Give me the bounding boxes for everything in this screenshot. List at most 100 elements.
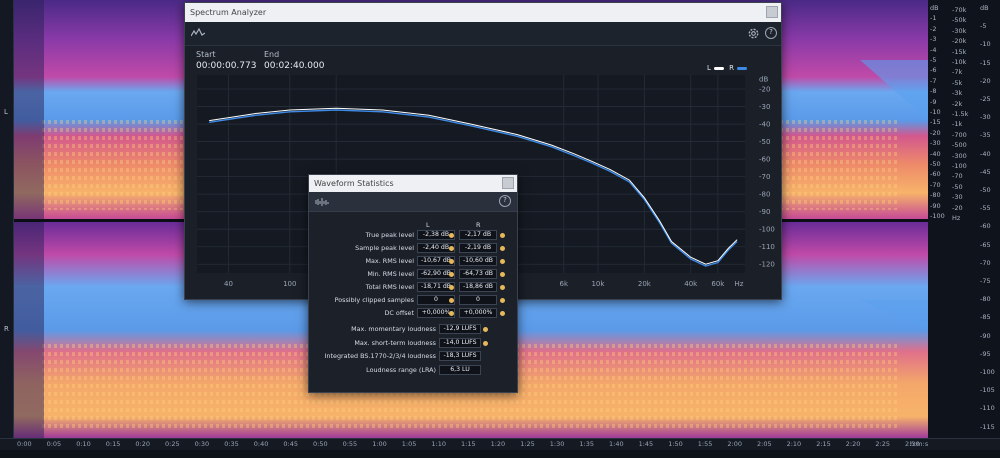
info-dot-icon[interactable]: [500, 298, 505, 303]
scale-label: -45: [980, 167, 991, 176]
scale-label: -8: [930, 87, 937, 96]
info-dot-icon[interactable]: [483, 340, 488, 346]
info-dot-icon[interactable]: [449, 233, 454, 238]
waveform-statistics-titlebar[interactable]: Waveform Statistics: [309, 175, 517, 192]
info-dot-icon[interactable]: [500, 285, 505, 290]
y-tick-label: -80: [759, 191, 770, 199]
timeline-tick-label: 0:20: [135, 440, 150, 448]
gear-icon[interactable]: [747, 27, 760, 40]
y-tick-label: -120: [759, 261, 775, 269]
scale-label: -10k: [952, 58, 967, 66]
scale-label: -60: [930, 170, 941, 179]
timeline-tick-label: 1:50: [668, 440, 683, 448]
scale-label: -4: [930, 45, 937, 54]
scale-label: -70k: [952, 6, 967, 14]
scale-label: -500: [952, 141, 967, 150]
scale-label: -80: [980, 295, 991, 304]
timeline-tick-label: 2:30: [905, 440, 920, 448]
info-dot-icon[interactable]: [449, 272, 454, 277]
close-button[interactable]: [766, 6, 778, 18]
x-tick-label: 60k: [711, 280, 725, 288]
timeline-tick-label: 0:25: [165, 440, 180, 448]
scale-label: -15: [930, 118, 941, 127]
timeline-tick-label: 1:35: [579, 440, 594, 448]
legend-r-label: R: [729, 64, 735, 72]
info-dot-icon[interactable]: [449, 259, 454, 264]
scale-label: -15: [980, 58, 991, 67]
scale-label: -95: [980, 349, 991, 358]
info-dot-icon[interactable]: [449, 311, 454, 316]
timeline-tick-label: 2:05: [757, 440, 772, 448]
x-tick-label: 100: [283, 280, 296, 288]
scale-label: Hz: [952, 214, 961, 222]
frequency-scale: -70k -50k -30k -20k -15k -10k -7k -5k -3k -2k -1.5…: [952, 0, 978, 440]
x-tick-label: Hz: [735, 280, 744, 288]
close-button[interactable]: [502, 177, 514, 189]
statistic-label: Sample peak level: [355, 244, 414, 252]
scale-label: -70: [930, 180, 941, 189]
loudness-row: Max. momentary loudness -12,9 LUFS: [309, 324, 517, 335]
spectrum-analyzer-title: Spectrum Analyzer: [190, 8, 267, 17]
channel-gutter: L R: [0, 0, 14, 440]
info-dot-icon[interactable]: [449, 298, 454, 303]
statistic-value-r: -18,86 dB: [459, 282, 497, 292]
timeline-tick-label: 2:25: [875, 440, 890, 448]
timeline-tick-label: 1:15: [461, 440, 476, 448]
statistic-value-l: +0,000%: [417, 308, 455, 318]
loudness-value: -14,0 LUFS: [439, 337, 481, 348]
legend: L R: [707, 64, 750, 72]
scale-label: -20: [952, 203, 963, 212]
info-dot-icon[interactable]: [500, 233, 505, 238]
loudness-label: Loudness range (LRA): [366, 365, 436, 374]
info-dot-icon[interactable]: [500, 259, 505, 264]
x-tick-label: 40: [224, 280, 233, 288]
series-line-l: [209, 107, 738, 265]
help-icon[interactable]: ?: [499, 195, 511, 207]
timeline-tick-label: 0:50: [313, 440, 328, 448]
timeline-tick-label: 0:45: [283, 440, 298, 448]
statistic-row: Max. RMS level -10,67 dB -10,60 dB: [309, 256, 517, 267]
scale-label: -30k: [952, 26, 967, 35]
statistic-label: DC offset: [384, 309, 415, 317]
statistic-value-r: -2,17 dB: [459, 230, 497, 240]
timeline-tick-label: 0:40: [253, 440, 269, 448]
legend-l-label: L: [707, 64, 711, 72]
scale-label: -75: [980, 277, 991, 285]
info-dot-icon[interactable]: [500, 246, 505, 251]
scale-label: -100: [952, 162, 967, 170]
info-dot-icon[interactable]: [500, 272, 505, 277]
scale-label: -65: [980, 240, 991, 249]
help-icon[interactable]: ?: [765, 27, 777, 39]
scale-label: -50: [980, 186, 991, 194]
timeline-tick-label: 1:45: [638, 440, 654, 448]
waveform-icon[interactable]: [315, 196, 329, 208]
scale-label: -100: [930, 212, 945, 220]
loudness-value: -12,9 LUFS: [439, 324, 481, 334]
info-dot-icon[interactable]: [500, 311, 505, 316]
info-dot-icon[interactable]: [449, 285, 454, 290]
end-time: 00:02:40.000: [264, 61, 325, 71]
statistic-value-r: -64,73 dB: [459, 269, 497, 279]
info-dot-icon[interactable]: [483, 327, 488, 332]
column-header-r: R: [476, 221, 481, 229]
statistic-row: Min. RMS level -62,90 dB -64,73 dB: [309, 269, 517, 280]
scale-label: -10: [930, 108, 941, 116]
info-dot-icon[interactable]: [449, 246, 454, 251]
scale-label: -80: [930, 191, 941, 200]
channel-label-left: L: [4, 108, 8, 116]
loudness-value: -18,3 LUFS: [439, 351, 481, 361]
timeline-tick-label: 0:05: [46, 440, 62, 448]
y-tick-label: -110: [759, 243, 775, 251]
spectrum-icon[interactable]: [191, 28, 205, 38]
statistic-row: Total RMS level -18,71 dB -18,86 dB: [309, 282, 517, 293]
statistic-label: Possibly clipped samples: [334, 296, 414, 304]
spectrum-analyzer-titlebar[interactable]: Spectrum Analyzer: [185, 3, 781, 22]
timeline-ruler[interactable]: 0:00 0:05 0:10 0:15 0:20 0:25 0:30 0:35 0:40 0:45…: [0, 438, 1000, 450]
start-label: Start: [196, 50, 216, 59]
y-tick-label: -20: [759, 86, 770, 94]
scale-label: -7: [930, 76, 937, 85]
y-tick-label: -60: [759, 156, 770, 164]
end-label: End: [264, 50, 280, 59]
scale-label: -90: [980, 331, 991, 340]
timeline-tick-label: 0:35: [224, 440, 239, 448]
